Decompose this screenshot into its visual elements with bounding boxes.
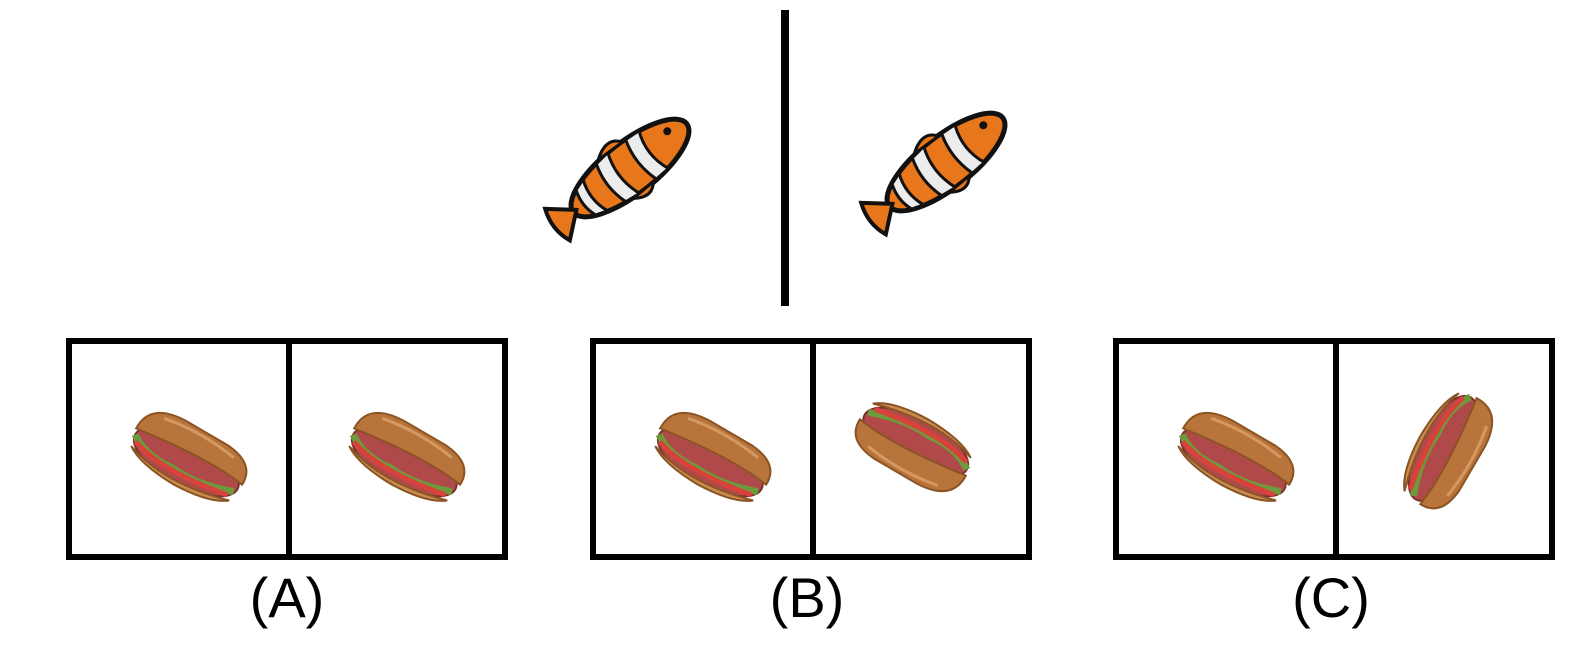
sandwich-icon — [1163, 388, 1313, 518]
mirror-divider — [781, 10, 789, 306]
sandwich-icon — [836, 386, 986, 516]
option-divider — [1333, 344, 1339, 554]
sandwich-icon — [116, 388, 266, 518]
clownfish-icon — [530, 88, 730, 248]
sandwich-icon — [640, 388, 790, 518]
option-b-label: (B) — [769, 566, 845, 629]
option-a-panel[interactable] — [66, 338, 508, 560]
option-a-label: (A) — [249, 566, 325, 629]
option-divider — [286, 344, 292, 554]
option-divider — [810, 344, 816, 554]
sandwich-icon — [1377, 388, 1527, 518]
sandwich-icon — [334, 388, 484, 518]
option-c-panel[interactable] — [1113, 338, 1555, 560]
option-c-label: (C) — [1292, 566, 1370, 629]
clownfish-icon — [846, 82, 1046, 242]
option-b-panel[interactable] — [590, 338, 1032, 560]
